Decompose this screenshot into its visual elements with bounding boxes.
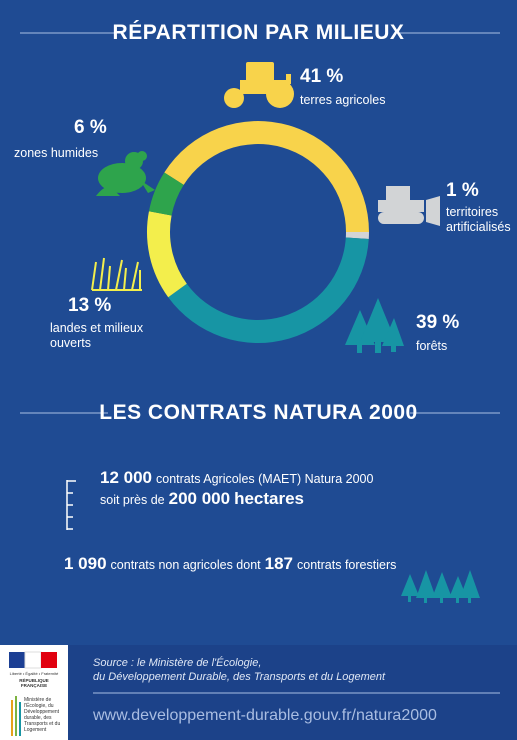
text: contrats Agricoles (MAET) Natura 2000 bbox=[156, 472, 374, 486]
ruler-icon bbox=[66, 480, 76, 530]
text: contrats non agricoles dont bbox=[110, 558, 261, 572]
ministry-stripes bbox=[11, 696, 21, 736]
value-label: 6 % bbox=[74, 117, 107, 138]
category-label: landes et milieux ouverts bbox=[50, 321, 144, 350]
figure: hectares bbox=[234, 489, 305, 508]
donut-segment bbox=[345, 232, 369, 239]
figure: 12 000 bbox=[100, 468, 152, 487]
value-label: 41 % bbox=[300, 66, 344, 87]
category-label: terres agricoles bbox=[300, 93, 386, 107]
category-label: forêts bbox=[416, 339, 448, 353]
donut-segment bbox=[164, 121, 369, 232]
grass-icon bbox=[91, 257, 142, 291]
donut-segment bbox=[168, 237, 369, 344]
source: Source : le Ministère de l'Écologie, du D… bbox=[93, 656, 385, 684]
flag-red bbox=[41, 652, 57, 668]
value-label: 39 % bbox=[416, 312, 460, 333]
figure: 187 bbox=[264, 554, 294, 573]
contract-line: 1 090 contrats non agricoles dont 187 contr… bbox=[64, 554, 400, 574]
frog-icon bbox=[96, 151, 155, 196]
contract-line: soit près de 200 000 hectares bbox=[100, 489, 308, 509]
text: soit près de bbox=[100, 493, 165, 507]
section-title: LES CONTRATS NATURA 2000 bbox=[99, 401, 418, 424]
value-label: 13 % bbox=[68, 295, 112, 316]
logo-country: RÉPUBLIQUE FRANÇAISE bbox=[19, 678, 49, 688]
source-line: du Développement Durable, des Transports… bbox=[93, 671, 386, 683]
source-line: Source : le Ministère de l'Écologie, bbox=[93, 657, 262, 669]
section-title: RÉPARTITION PAR MILIEUX bbox=[112, 21, 405, 44]
trees-icon bbox=[345, 298, 404, 353]
category-label: territoires artificialisés bbox=[446, 205, 511, 234]
url: www.developpement-durable.gouv.fr/natura… bbox=[93, 707, 437, 724]
logo-motto: Liberté • Égalité • Fraternité bbox=[9, 671, 59, 676]
tractor-icon bbox=[224, 62, 294, 108]
flag-white bbox=[24, 651, 42, 669]
bulldozer-icon bbox=[378, 186, 440, 226]
text: contrats forestiers bbox=[297, 558, 397, 572]
small-trees-icon bbox=[401, 570, 480, 603]
figure: 200 000 bbox=[168, 489, 231, 508]
donut-segment bbox=[148, 172, 184, 216]
donut-segment bbox=[147, 211, 187, 298]
logo-ministry: Ministère de l'Écologie, du Développemen… bbox=[24, 697, 61, 733]
contract-line: 12 000 contrats Agricoles (MAET) Natura 2… bbox=[100, 468, 377, 488]
flag-blue bbox=[9, 652, 25, 668]
category-label: zones humides bbox=[14, 146, 99, 160]
figure: 1 090 bbox=[64, 554, 107, 573]
value-label: 1 % bbox=[446, 180, 479, 201]
